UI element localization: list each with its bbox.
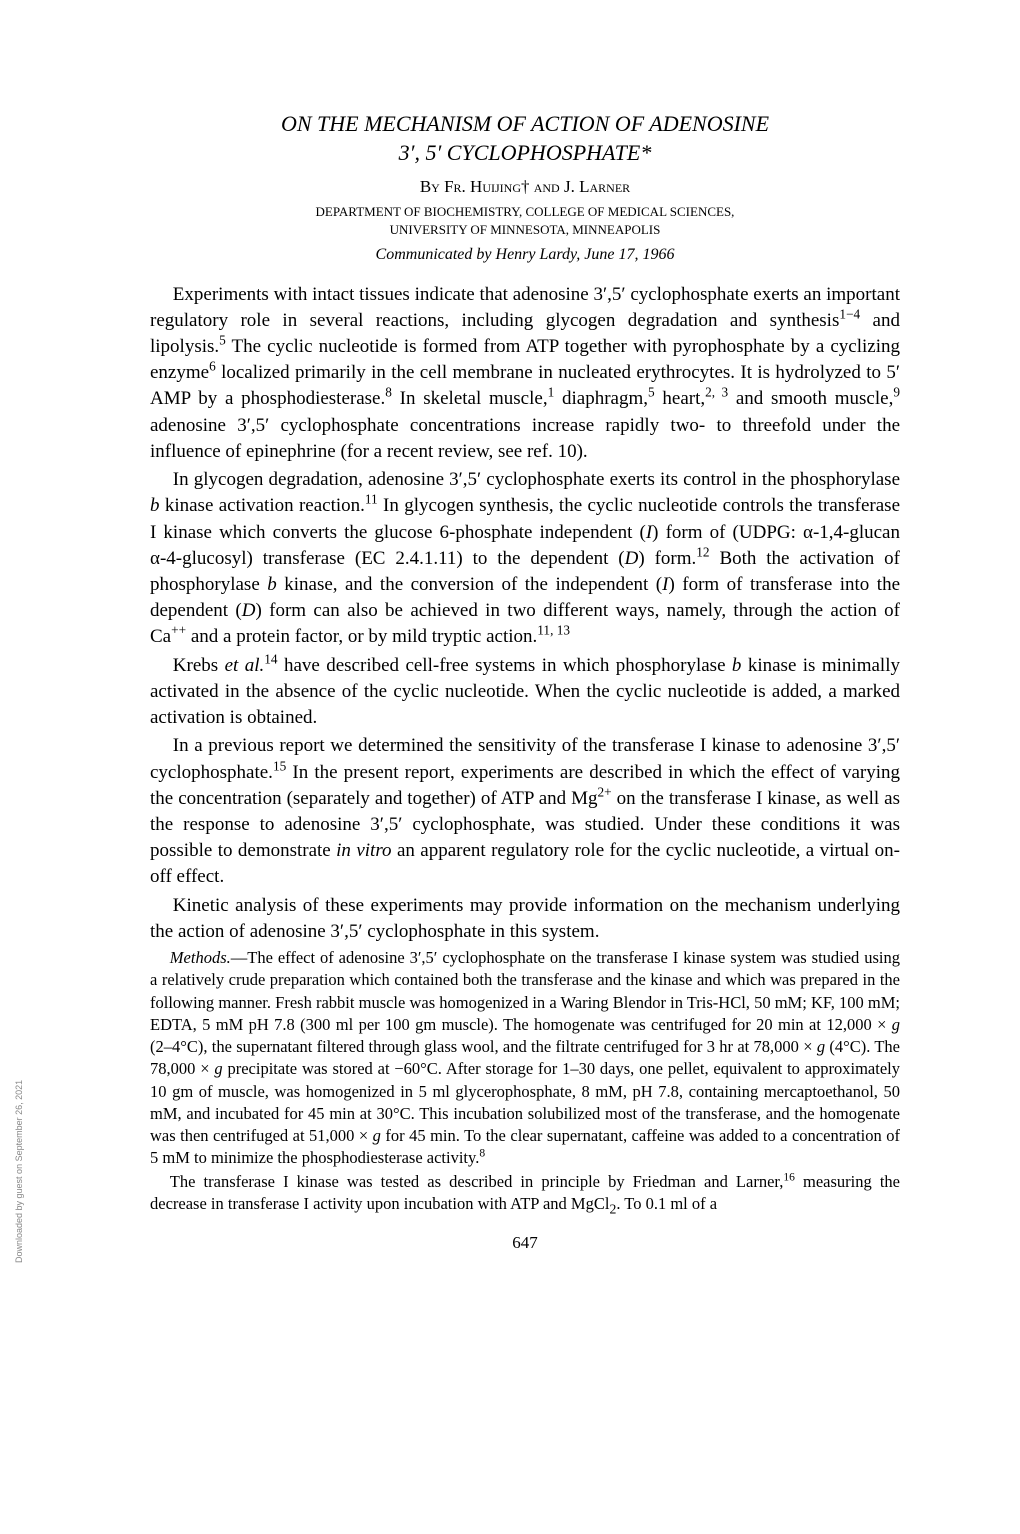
- paragraph-4: In a previous report we determined the s…: [150, 733, 900, 890]
- text: heart,: [655, 388, 705, 409]
- text: ) form.: [638, 548, 696, 569]
- ref-sup: 5: [648, 385, 655, 400]
- text: and smooth muscle,: [728, 388, 893, 409]
- methods-heading: Methods.: [170, 948, 231, 967]
- ion-sup: ++: [171, 623, 186, 638]
- ion-sup: 2+: [598, 784, 612, 799]
- affiliation-line-2: UNIVERSITY OF MINNESOTA, MINNEAPOLIS: [390, 222, 661, 237]
- ref-sup: 8: [385, 385, 392, 400]
- italic-g: g: [214, 1059, 222, 1078]
- title-line-2: 3′, 5′ CYCLOPHOSPHATE*: [399, 140, 652, 165]
- title-line-1: ON THE MECHANISM OF ACTION OF ADENOSINE: [281, 111, 769, 136]
- ref-sup: 1−4: [839, 306, 860, 321]
- italic-etal: et al.: [225, 655, 265, 676]
- italic-D: D: [242, 600, 256, 621]
- text: In glycogen degradation, adenosine 3′,5′…: [173, 469, 900, 490]
- ref-sup: 8: [479, 1148, 485, 1160]
- page-container: ON THE MECHANISM OF ACTION OF ADENOSINE …: [0, 0, 1020, 1303]
- ref-sup: 2, 3: [705, 385, 728, 400]
- byline: By Fr. Huijing† and J. Larner: [150, 177, 900, 197]
- methods-paragraph-2: The transferase I kinase was tested as d…: [150, 1171, 900, 1219]
- text: have described cell-free systems in whic…: [278, 655, 732, 676]
- text: —The effect of adenosine 3′,5′ cyclophos…: [150, 948, 900, 1034]
- italic-g: g: [817, 1037, 825, 1056]
- text: and a protein factor, or by mild tryptic…: [186, 626, 537, 647]
- download-sidenote: Downloaded by guest on September 26, 202…: [14, 1080, 24, 1263]
- paragraph-2: In glycogen degradation, adenosine 3′,5′…: [150, 467, 900, 651]
- ref-sup: 9: [893, 385, 900, 400]
- ref-sup: 16: [783, 1171, 795, 1183]
- ref-sup: 11, 13: [537, 623, 570, 638]
- methods-paragraph-1: Methods.—The effect of adenosine 3′,5′ c…: [150, 947, 900, 1170]
- text: kinase activation reaction.: [160, 495, 365, 516]
- text: kinase, and the conversion of the indepe…: [277, 574, 662, 595]
- paper-title: ON THE MECHANISM OF ACTION OF ADENOSINE …: [150, 110, 900, 167]
- text: adenosine 3′,5′ cyclophosphate concentra…: [150, 415, 900, 462]
- page-number: 647: [150, 1233, 900, 1253]
- text: Experiments with intact tissues indicate…: [150, 284, 900, 331]
- italic-b: b: [732, 655, 742, 676]
- affiliation: DEPARTMENT OF BIOCHEMISTRY, COLLEGE OF M…: [150, 203, 900, 239]
- italic-D: D: [625, 548, 639, 569]
- ref-sup: 11: [365, 492, 378, 507]
- paragraph-1: Experiments with intact tissues indicate…: [150, 282, 900, 466]
- paragraph-5: Kinetic analysis of these experiments ma…: [150, 893, 900, 945]
- ref-sup: 5: [219, 333, 226, 348]
- text: Krebs: [173, 655, 225, 676]
- italic-invitro: in vitro: [336, 840, 391, 861]
- text: . To 0.1 ml of a: [616, 1194, 717, 1213]
- text: In skeletal muscle,: [392, 388, 548, 409]
- italic-g: g: [892, 1015, 900, 1034]
- affiliation-line-1: DEPARTMENT OF BIOCHEMISTRY, COLLEGE OF M…: [316, 204, 735, 219]
- text: diaphragm,: [554, 388, 648, 409]
- italic-b: b: [150, 495, 160, 516]
- communicated-line: Communicated by Henry Lardy, June 17, 19…: [150, 246, 900, 264]
- italic-g: g: [373, 1126, 381, 1145]
- italic-b: b: [267, 574, 277, 595]
- ref-sup: 14: [264, 651, 277, 666]
- paragraph-3: Krebs et al.14 have described cell-free …: [150, 653, 900, 732]
- ref-sup: 15: [273, 758, 286, 773]
- text: The transferase I kinase was tested as d…: [170, 1172, 784, 1191]
- ref-sup: 12: [696, 544, 709, 559]
- ref-sup: 6: [209, 359, 216, 374]
- text: (2–4°C), the supernatant filtered throug…: [150, 1037, 817, 1056]
